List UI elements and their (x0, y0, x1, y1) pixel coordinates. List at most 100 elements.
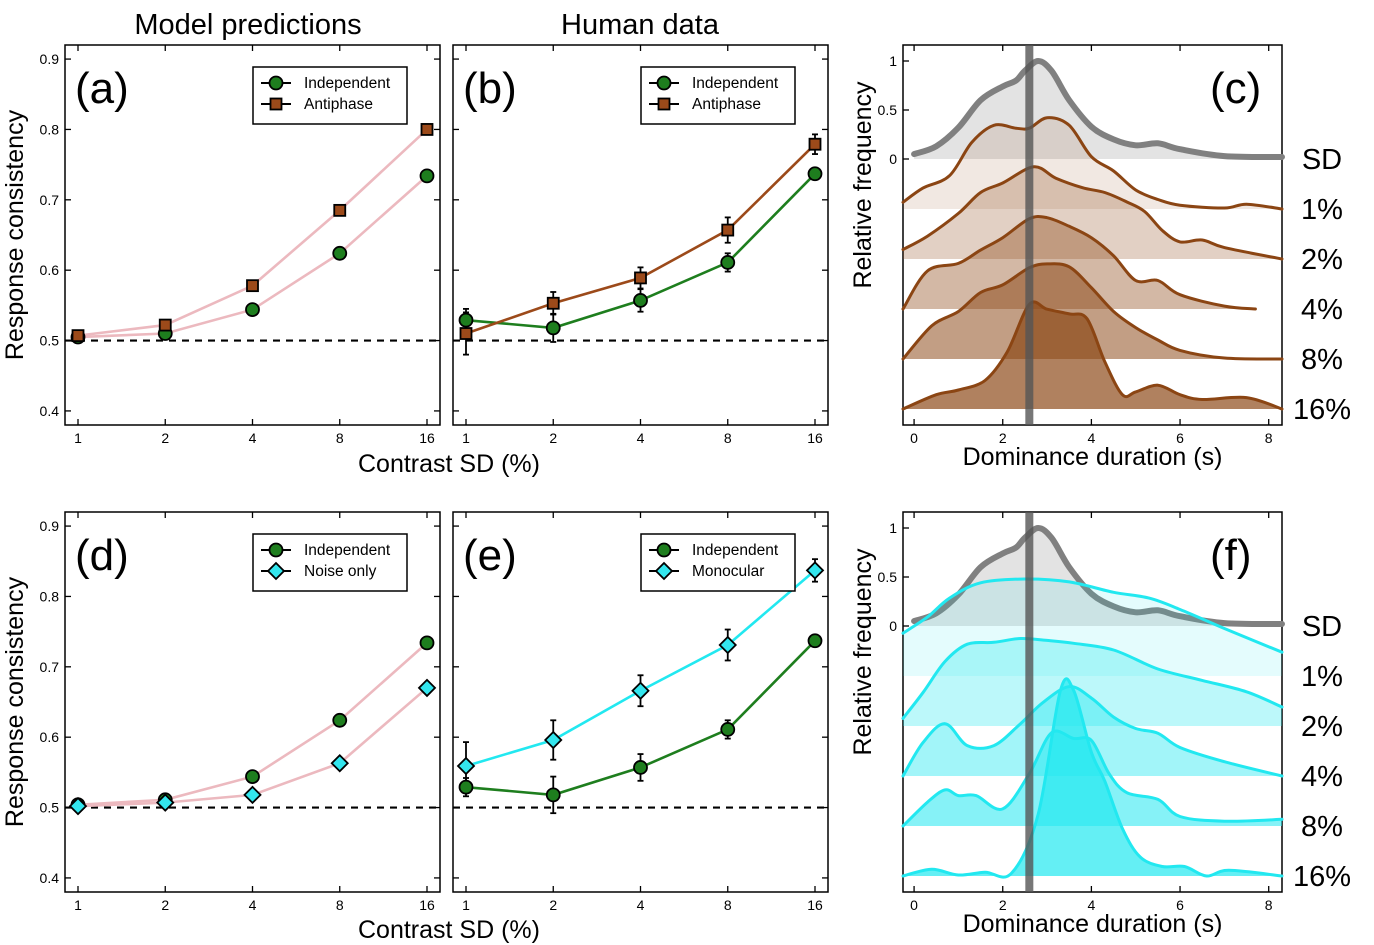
ridge-fill-16% (903, 678, 1282, 878)
row-label-8%: 8% (1301, 344, 1343, 376)
row-label-16%: 16% (1293, 861, 1351, 893)
y-tick-label: 0.5 (40, 333, 60, 349)
marker-noise-only (68, 796, 88, 816)
panel-label-a: (a) (75, 64, 129, 113)
x-tick-label: 8 (336, 897, 344, 913)
marker-independent (807, 166, 823, 182)
legend-entry: Independent (692, 542, 779, 559)
row-label-4%: 4% (1301, 761, 1343, 793)
marker-noise-only (417, 678, 437, 698)
marker-antiphase (158, 318, 172, 332)
x-axis-label: Dominance duration (s) (963, 443, 1223, 471)
legend-entry: Independent (304, 75, 391, 92)
panel-label-f: (f) (1210, 531, 1252, 580)
legend-entry: Antiphase (304, 96, 373, 113)
row-label-1%: 1% (1301, 661, 1343, 693)
legend-entry: Independent (692, 75, 779, 92)
marker-noise-only (155, 793, 175, 812)
panel-label-e: (e) (463, 531, 517, 580)
x-tick-label: 16 (419, 430, 435, 446)
row-label-1%: 1% (1301, 194, 1343, 226)
legend-marker (266, 561, 286, 581)
marker-monocular (718, 635, 738, 655)
marker-independent (245, 769, 260, 784)
ridge-fill-2% (903, 166, 1282, 259)
ridge-fill-4% (903, 686, 1282, 776)
x-axis-label-bottom: Contrast SD (%) (358, 916, 540, 944)
marker-monocular (631, 681, 650, 701)
y-tick-label: 0.5 (878, 569, 898, 585)
x-tick-label: 4 (637, 430, 645, 446)
panel-d: 0.4 0.5 0.6 0.7 0.8 0.9 1 2 4 8 16 (d) Independent No… (1, 511, 441, 913)
panel-e: 1 2 4 8 16 (e) Independent Monocular (452, 511, 829, 913)
x-tick-label: 4 (249, 897, 257, 913)
y-tick-label: 0 (889, 618, 897, 634)
marker-independent (332, 712, 348, 728)
row-label-8%: 8% (1301, 811, 1343, 843)
y-tick-label: 0.5 (40, 800, 60, 816)
ridge-fill-1% (903, 578, 1282, 676)
marker-antiphase (246, 279, 259, 293)
x-tick-label: 1 (74, 430, 82, 446)
marker-antiphase (546, 296, 560, 310)
legend-marker (269, 97, 283, 111)
x-tick-label: 6 (1176, 897, 1184, 913)
x-tick-label: 4 (1087, 430, 1095, 446)
ridge-curve-SD (911, 58, 1285, 161)
x-tick-label: 8 (336, 430, 344, 446)
x-tick-label: 4 (249, 430, 257, 446)
ridge-curve-1% (901, 116, 1284, 211)
x-tick-label: 8 (1265, 430, 1273, 446)
marker-independent (458, 779, 474, 795)
legend-entry: Monocular (692, 563, 764, 580)
y-tick-label: 0.8 (40, 588, 60, 604)
marker-monocular (543, 730, 563, 750)
marker-noise-only (330, 753, 350, 773)
x-tick-label: 1 (74, 897, 82, 913)
marker-antiphase (333, 203, 347, 217)
marker-independent (332, 245, 348, 261)
marker-independent (419, 168, 435, 184)
y-tick-label: 0.6 (40, 262, 60, 278)
ridge-curve-2% (901, 165, 1284, 261)
x-tick-label: 8 (724, 897, 732, 913)
panels: 0.40.50.60.70.80.91 2 4 8 16(a) IndependentAn… (1, 44, 1351, 944)
y-tick-label: 0.9 (40, 518, 60, 534)
y-tick-label: 0 (889, 151, 897, 167)
y-tick-label: 0.6 (40, 729, 60, 745)
panel-b: 1 2 4 8 16 (b) Independent Antiphase (452, 44, 829, 446)
ridge-curve-16% (901, 677, 1284, 879)
y-tick-label: 0.7 (40, 192, 60, 208)
row-label-2%: 2% (1301, 711, 1343, 743)
marker-independent (720, 722, 736, 737)
marker-independent (419, 635, 435, 651)
marker-noise-only (243, 785, 262, 805)
x-tick-label: 0 (910, 897, 918, 913)
legend-entry: Antiphase (692, 96, 761, 113)
row-label-4%: 4% (1301, 294, 1343, 326)
marker-antiphase (420, 123, 434, 136)
y-tick-label: 0.4 (40, 870, 60, 886)
y-axis-label: Relative frequency (849, 548, 877, 756)
legend-marker (268, 542, 284, 558)
legend-marker (657, 97, 671, 111)
x-tick-label: 6 (1176, 430, 1184, 446)
marker-independent (807, 633, 823, 649)
x-tick-label: 4 (637, 897, 645, 913)
y-tick-label: 0.9 (40, 51, 60, 67)
legend-marker (656, 542, 672, 558)
marker-antiphase (808, 137, 822, 151)
plot-frame (902, 44, 1283, 426)
x-tick-label: 8 (724, 430, 732, 446)
marker-independent (633, 293, 648, 308)
y-axis-label: Response consistency (1, 576, 29, 827)
x-tick-label: 4 (1087, 897, 1095, 913)
x-tick-label: 2 (161, 897, 169, 913)
marker-antiphase (634, 271, 647, 285)
marker-antiphase (459, 327, 473, 340)
ridge-fill-4% (903, 216, 1256, 309)
marker-independent (458, 312, 474, 328)
heading-human-data: Human data (561, 9, 720, 41)
legend-entry: Independent (304, 542, 391, 559)
